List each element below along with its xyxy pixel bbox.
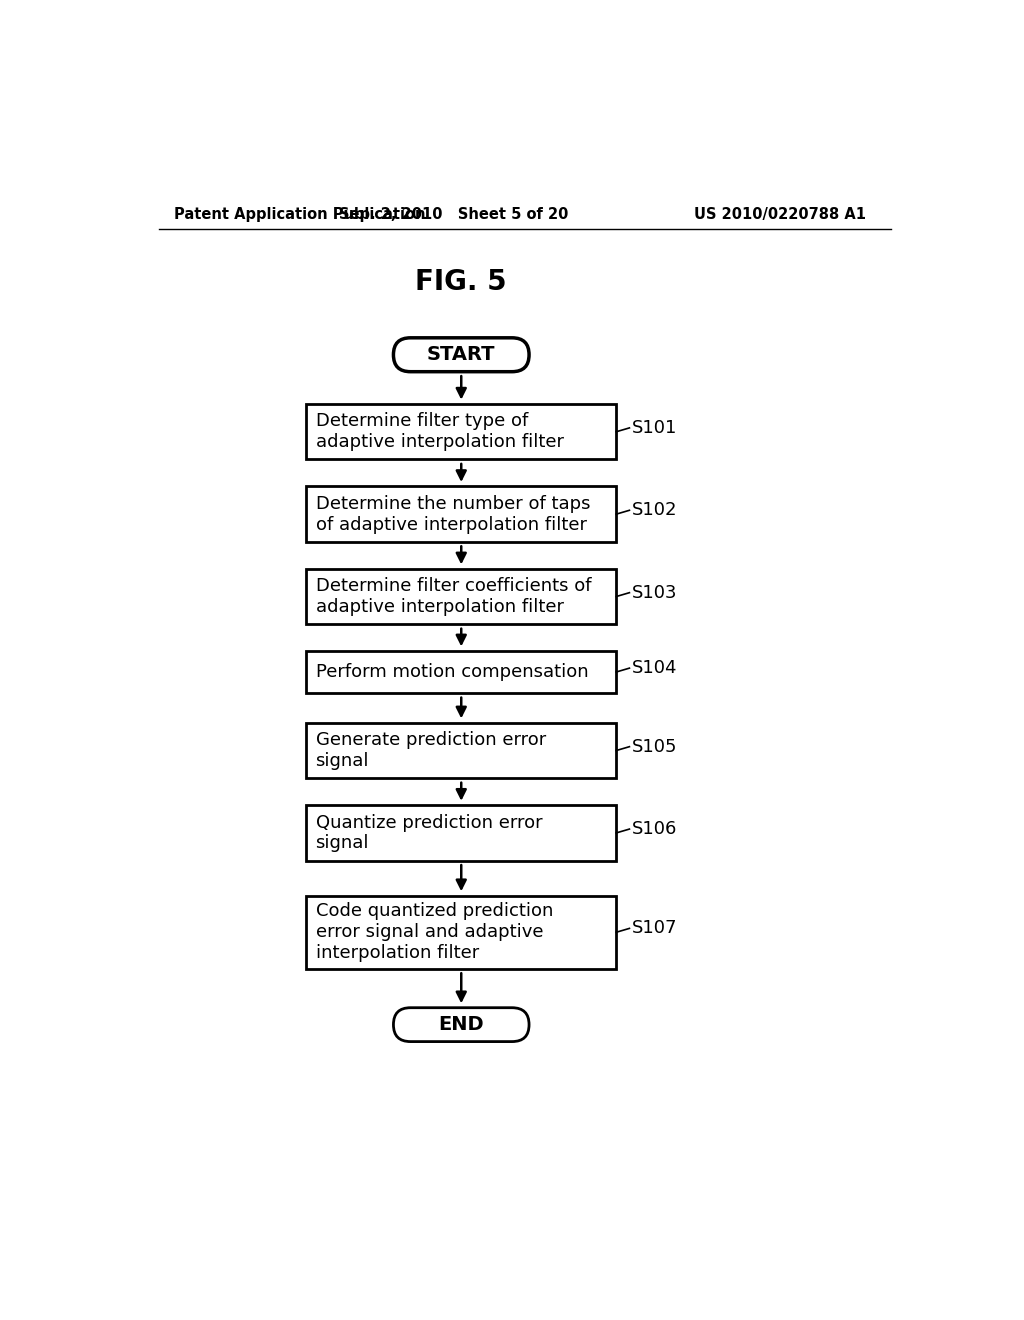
Text: Determine filter type of
adaptive interpolation filter: Determine filter type of adaptive interp… — [315, 412, 563, 451]
FancyBboxPatch shape — [306, 723, 616, 779]
Text: END: END — [438, 1015, 484, 1034]
Text: S104: S104 — [632, 659, 677, 677]
FancyBboxPatch shape — [306, 569, 616, 624]
Text: Patent Application Publication: Patent Application Publication — [174, 207, 426, 222]
Text: Sep. 2, 2010   Sheet 5 of 20: Sep. 2, 2010 Sheet 5 of 20 — [339, 207, 568, 222]
Text: S105: S105 — [632, 738, 677, 755]
FancyBboxPatch shape — [306, 404, 616, 459]
Text: S101: S101 — [632, 418, 677, 437]
Text: Quantize prediction error
signal: Quantize prediction error signal — [315, 813, 542, 853]
Text: START: START — [427, 346, 496, 364]
Text: S107: S107 — [632, 920, 677, 937]
FancyBboxPatch shape — [306, 805, 616, 861]
Text: S102: S102 — [632, 502, 677, 519]
Text: FIG. 5: FIG. 5 — [416, 268, 507, 296]
FancyBboxPatch shape — [393, 1007, 529, 1041]
FancyBboxPatch shape — [393, 338, 529, 372]
FancyBboxPatch shape — [306, 487, 616, 543]
Text: Generate prediction error
signal: Generate prediction error signal — [315, 731, 546, 770]
Text: US 2010/0220788 A1: US 2010/0220788 A1 — [693, 207, 865, 222]
Text: Perform motion compensation: Perform motion compensation — [315, 663, 588, 681]
FancyBboxPatch shape — [306, 651, 616, 693]
Text: S103: S103 — [632, 583, 677, 602]
Text: Code quantized prediction
error signal and adaptive
interpolation filter: Code quantized prediction error signal a… — [315, 903, 553, 962]
Text: Determine filter coefficients of
adaptive interpolation filter: Determine filter coefficients of adaptiv… — [315, 577, 591, 616]
Text: Determine the number of taps
of adaptive interpolation filter: Determine the number of taps of adaptive… — [315, 495, 590, 533]
FancyBboxPatch shape — [306, 896, 616, 969]
Text: S106: S106 — [632, 820, 677, 838]
